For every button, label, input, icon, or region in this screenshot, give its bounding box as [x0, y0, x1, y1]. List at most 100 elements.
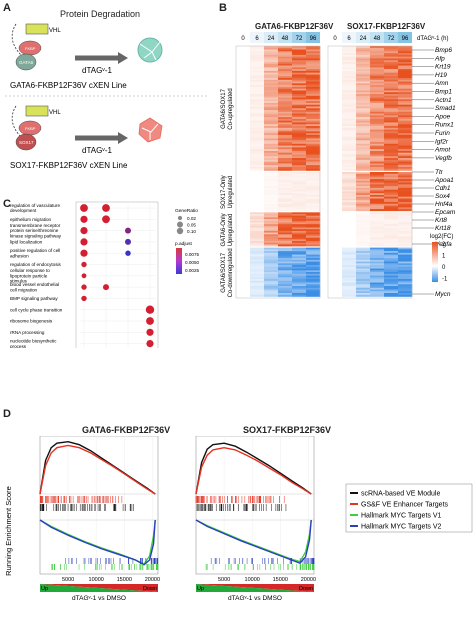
panel-a-title: Protein Degradation	[60, 9, 141, 19]
heatmap-cell	[292, 85, 307, 88]
heatmap-cell	[250, 79, 265, 82]
heatmap-cell	[306, 97, 321, 100]
heatmap-cell	[370, 284, 385, 287]
heatmap-cell	[250, 120, 265, 123]
heatmap-cell	[328, 242, 342, 245]
heatmap-cell	[398, 247, 413, 250]
heatmap-cell	[278, 212, 293, 215]
heatmap-cell	[342, 129, 357, 132]
heatmap-cell	[384, 173, 399, 176]
heatmap-cell	[398, 74, 413, 77]
heatmap-cell	[250, 286, 265, 289]
heatmap-cell	[306, 265, 321, 268]
heatmap-cell	[328, 266, 342, 269]
heatmap-cell	[292, 129, 307, 132]
heatmap-cell	[384, 222, 399, 225]
heatmap-cell	[236, 161, 250, 164]
heatmap-cell	[370, 120, 385, 123]
heatmap-cell	[398, 230, 413, 233]
heatmap-cell	[264, 220, 279, 223]
heatmap-cell	[356, 63, 371, 66]
heatmap-cell	[292, 252, 307, 255]
heatmap-cell	[250, 266, 265, 269]
heatmap-cell	[356, 261, 371, 264]
heatmap-cell	[398, 261, 413, 264]
heatmap-cell	[370, 196, 385, 199]
heatmap-cell	[250, 72, 265, 75]
heatmap-cell	[398, 273, 413, 276]
heatmap-cell	[306, 172, 321, 175]
heatmap-cell	[264, 287, 279, 290]
heatmap-cell	[328, 161, 342, 164]
generatio-dot	[177, 215, 183, 221]
heatmap-cell	[370, 214, 385, 216]
heatmap-cell	[370, 242, 385, 245]
heatmap-cell	[370, 83, 385, 86]
heatmap-cell	[370, 60, 385, 63]
heatmap-cell	[278, 102, 293, 105]
heatmap-cell	[384, 214, 399, 216]
heatmap-cell	[328, 83, 342, 86]
heatmap-cell	[306, 254, 321, 257]
heatmap-cell	[384, 194, 399, 198]
heatmap-cell	[236, 60, 250, 63]
heatmap-cell	[292, 90, 307, 93]
heatmap-cell	[278, 158, 293, 161]
heatmap-cell	[342, 177, 357, 180]
heatmap-cell	[328, 277, 342, 280]
bar-down-label: Down	[299, 586, 313, 592]
heatmap-cell	[356, 106, 371, 109]
heatmap-cell	[236, 230, 250, 233]
heatmap-cell	[278, 265, 293, 268]
heatmap-cell	[292, 149, 307, 152]
heatmap-cell	[236, 244, 250, 247]
heatmap-cell	[306, 187, 321, 190]
heatmap-cell	[342, 76, 357, 79]
heatmap-cell	[384, 163, 399, 166]
heatmap-cell	[278, 58, 293, 61]
heatmap-cell	[292, 201, 307, 205]
heatmap-cell	[278, 142, 293, 145]
heatmap-cell	[306, 182, 321, 185]
heatmap-cell	[250, 242, 265, 245]
heatmap-cell	[356, 70, 371, 73]
heatmap-cell	[250, 62, 265, 65]
heatmap-cell	[328, 189, 342, 192]
heatmap-cell	[398, 217, 413, 220]
timepoint-cell	[278, 32, 292, 43]
heatmap-cell	[384, 186, 399, 189]
dotplot-point	[81, 273, 87, 279]
heatmap-cell	[236, 79, 250, 82]
padj-gradient	[176, 248, 182, 274]
heatmap-cell	[328, 209, 342, 212]
heatmap-cell	[356, 83, 371, 86]
heatmap-cell	[236, 104, 250, 107]
heatmap-cell	[250, 232, 265, 235]
heatmap-cell	[384, 200, 399, 203]
heatmap-cell	[356, 47, 371, 50]
heatmap-cell	[370, 152, 385, 155]
heatmap-cell	[384, 60, 399, 63]
heatmap-cell	[342, 234, 357, 237]
heatmap-cell	[398, 54, 413, 57]
heatmap-cell	[236, 247, 250, 250]
heatmap-cell	[264, 286, 279, 289]
heatmap-cell	[236, 209, 250, 212]
heatmap-cell	[250, 244, 265, 247]
heatmap-cell	[264, 113, 279, 116]
heatmap-cell	[250, 166, 265, 170]
heatmap-cell	[370, 180, 385, 183]
heatmap-panel: 0 6 24 48 72 96 0 6 24 48 72 96 dTAGᵛ-1 (h)GATA6/SOX…	[221, 32, 456, 299]
term-label: regulation of endocytosis	[10, 262, 62, 267]
heatmap-cell	[278, 215, 293, 218]
heatmap-cell	[342, 120, 357, 123]
heatmap-cell	[370, 227, 385, 230]
heatmap-cell	[306, 143, 321, 146]
heatmap-cell	[342, 194, 357, 198]
heatmap-cell	[370, 147, 385, 150]
heatmap-cell	[236, 270, 250, 273]
heatmap-cell	[398, 97, 413, 100]
heatmap-cell	[264, 158, 279, 161]
dotplot-legend: GeneRatio0.020.050.10p.adjust0.00750.005…	[175, 208, 199, 274]
